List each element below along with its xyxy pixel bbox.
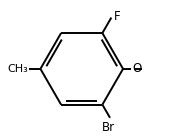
Text: F: F [113, 10, 120, 23]
Text: CH₃: CH₃ [7, 64, 28, 74]
Text: Br: Br [102, 121, 115, 134]
Text: O: O [133, 62, 142, 75]
